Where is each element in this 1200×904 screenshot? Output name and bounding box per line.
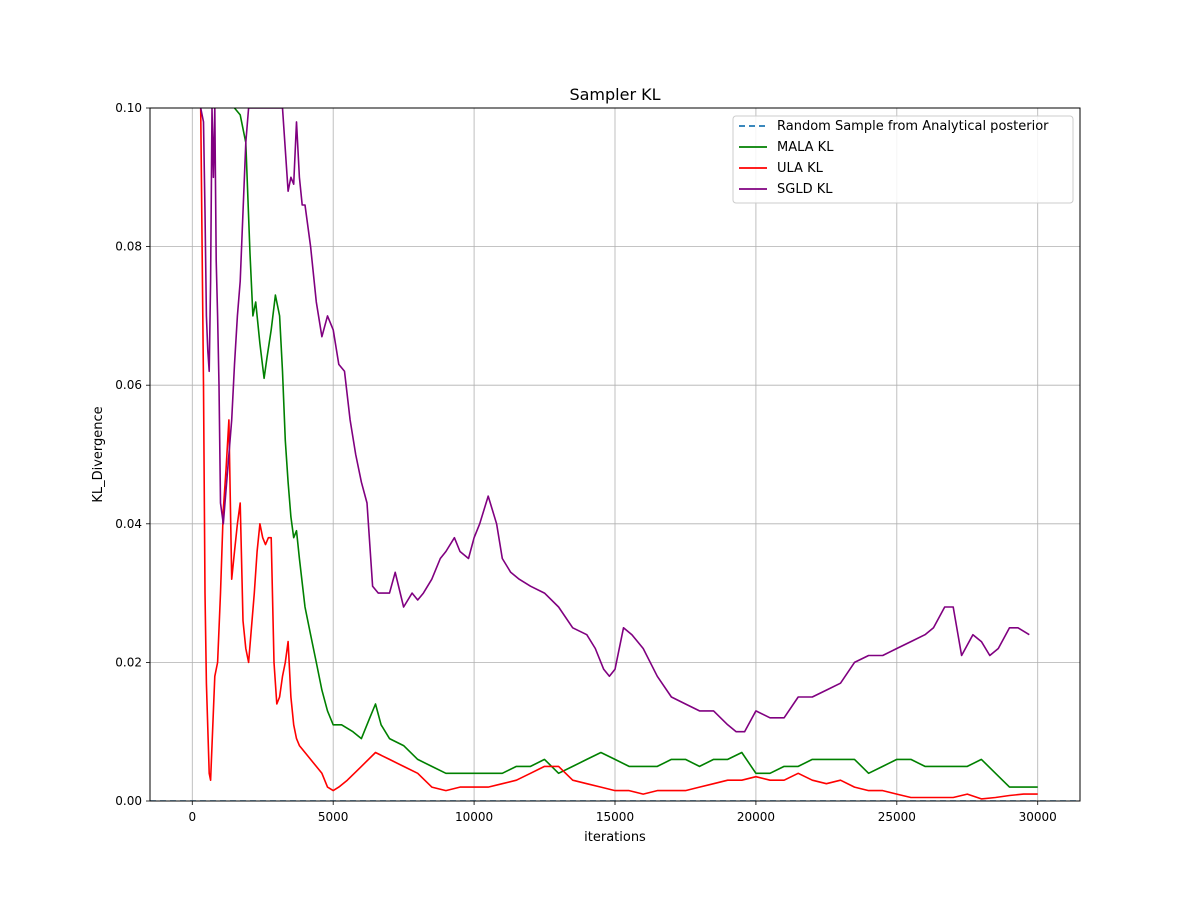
x-tick-label: 25000 — [878, 810, 916, 824]
y-tick-label: 0.02 — [115, 655, 142, 669]
legend: Random Sample from Analytical posterior M… — [732, 115, 1074, 204]
series-layer — [150, 108, 1080, 801]
x-tick-label: 15000 — [596, 810, 634, 824]
legend-box — [732, 115, 1074, 204]
y-tick-label: 0.08 — [115, 240, 142, 254]
x-tick-label: 10000 — [455, 810, 493, 824]
legend-entry-label: SGLD KL — [777, 182, 833, 197]
x-tick-label: 20000 — [737, 810, 775, 824]
series-line-ula-kl — [199, 108, 1038, 800]
x-tick-label: 30000 — [1019, 810, 1057, 824]
y-tick-label: 0.06 — [115, 378, 142, 392]
chart-title: Sampler KL — [569, 85, 660, 104]
legend-entry-label: Random Sample from Analytical posterior — [777, 119, 1049, 134]
y-tick-label: 0.04 — [115, 517, 142, 531]
series-line-mala-kl — [233, 108, 1038, 788]
x-axis-label: iterations — [584, 830, 646, 845]
x-tick-label: 5000 — [318, 810, 349, 824]
x-tick-label: 0 — [188, 810, 196, 824]
legend-entry-label: ULA KL — [777, 161, 824, 176]
x-axis: 0 5000 10000 15000 20000 25000 30000 — [188, 801, 1057, 824]
y-tick-label: 0.00 — [115, 794, 142, 808]
y-axis: 0.00 0.02 0.04 0.06 0.08 0.10 — [115, 101, 150, 808]
y-tick-label: 0.10 — [115, 101, 142, 115]
series-line-sgld-kl — [199, 108, 1030, 733]
legend-entry-label: MALA KL — [777, 140, 834, 155]
y-axis-label: KL_Divergence — [91, 406, 106, 502]
